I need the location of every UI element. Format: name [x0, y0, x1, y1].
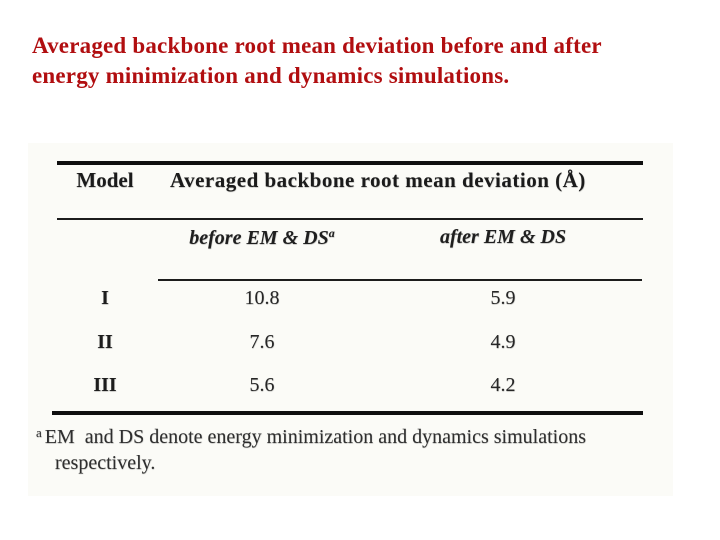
table-footnote-line2: respectively.	[55, 452, 156, 474]
after-value-cell: 4.2	[490, 374, 516, 396]
rmsd-spanner-header: Averaged backbone root mean deviation (Å…	[170, 168, 586, 192]
after-value-cell: 5.9	[490, 287, 516, 309]
table-top-rule	[57, 161, 643, 165]
before-header-footnote-marker: a	[328, 226, 335, 240]
table-image: Model Averaged backbone root mean deviat…	[28, 143, 673, 496]
before-value-cell: 10.8	[244, 287, 280, 309]
before-value-cell: 5.6	[249, 374, 275, 396]
model-column-header: Model	[76, 168, 134, 192]
before-value-cell: 7.6	[249, 331, 275, 353]
slide-title-line2: energy minimization and dynamics simulat…	[32, 63, 510, 88]
table-bottom-rule	[52, 411, 643, 415]
model-cell: II	[97, 331, 113, 353]
model-cell: I	[101, 287, 109, 309]
model-cell: III	[93, 374, 117, 396]
before-column-header: before EM & DSa	[177, 226, 347, 250]
before-column-header-text: before EM & DS	[189, 227, 329, 249]
slide-title: Averaged backbone root mean deviation be…	[32, 31, 602, 91]
table-footnote: a EM and DS denote energy minimization an…	[36, 420, 586, 476]
table-mid-rule	[57, 218, 643, 220]
footnote-marker: a	[36, 425, 42, 440]
slide-title-line1: Averaged backbone root mean deviation be…	[32, 33, 602, 58]
table-footnote-text: EM and DS denote energy minimization and…	[44, 426, 586, 448]
table-subheader-rule	[158, 279, 642, 281]
after-column-header: after EM & DS	[439, 226, 567, 248]
table-footnote-line1: a EM and DS denote energy minimization an…	[36, 420, 586, 450]
after-value-cell: 4.9	[490, 331, 516, 353]
